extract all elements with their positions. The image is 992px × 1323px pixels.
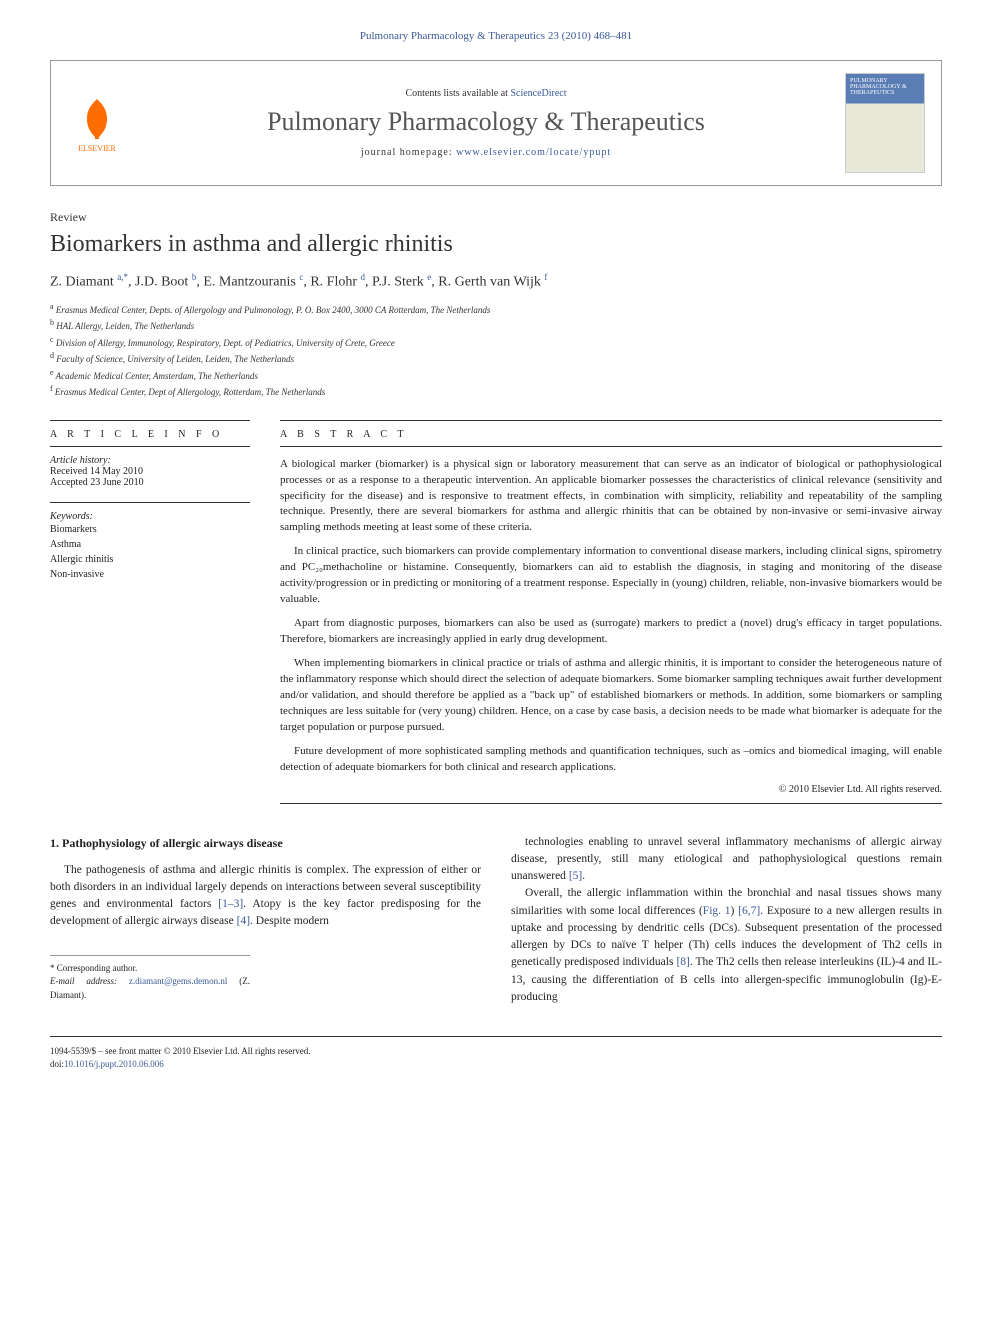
elsevier-logo: ELSEVIER (67, 88, 127, 158)
citation-link[interactable]: [6,7] (738, 905, 760, 917)
journal-name: Pulmonary Pharmacology & Therapeutics (143, 107, 829, 137)
affiliation-line: c Division of Allergy, Immunology, Respi… (50, 334, 942, 351)
corresponding-author-block: * Corresponding author. E-mail address: … (50, 955, 250, 1003)
author-list: Z. Diamant a,*, J.D. Boot b, E. Mantzour… (50, 272, 942, 291)
citation-link[interactable]: [1–3] (218, 898, 243, 910)
body-paragraph: technologies enabling to unravel several… (511, 834, 942, 886)
abstract-paragraph: In clinical practice, such biomarkers ca… (280, 544, 942, 608)
body-paragraph: Overall, the allergic inflammation withi… (511, 885, 942, 1006)
article-info: A R T I C L E I N F O Article history: R… (50, 420, 250, 804)
keywords-label: Keywords: (50, 511, 250, 522)
section-1-heading: 1. Pathophysiology of allergic airways d… (50, 834, 481, 852)
journal-cover-thumbnail: PULMONARY PHARMACOLOGY & THERAPEUTICS (845, 73, 925, 173)
contents-prefix: Contents lists available at (405, 88, 510, 99)
article-history-block: Article history: Received 14 May 2010 Ac… (50, 455, 250, 488)
article-type: Review (50, 210, 942, 225)
abstract: A B S T R A C T A biological marker (bio… (280, 420, 942, 804)
citation-link[interactable]: [5] (569, 870, 582, 882)
body-columns: 1. Pathophysiology of allergic airways d… (50, 834, 942, 1007)
footer: 1094-5539/$ – see front matter © 2010 El… (50, 1036, 942, 1070)
abstract-paragraph: When implementing biomarkers in clinical… (280, 656, 942, 736)
sciencedirect-link[interactable]: ScienceDirect (510, 88, 566, 99)
issn-line: 1094-5539/$ – see front matter © 2010 El… (50, 1045, 942, 1058)
affiliation-line: e Academic Medical Center, Amsterdam, Th… (50, 367, 942, 384)
keyword-list: BiomarkersAsthmaAllergic rhinitisNon-inv… (50, 522, 250, 582)
abstract-body: A biological marker (biomarker) is a phy… (280, 457, 942, 776)
keyword: Asthma (50, 537, 250, 552)
body-column-right: technologies enabling to unravel several… (511, 834, 942, 1007)
article-info-heading: A R T I C L E I N F O (50, 421, 250, 447)
abstract-paragraph: Apart from diagnostic purposes, biomarke… (280, 616, 942, 648)
affiliation-line: f Erasmus Medical Center, Dept of Allerg… (50, 383, 942, 400)
corr-email-link[interactable]: z.diamant@gems.demon.nl (129, 976, 228, 986)
elsevier-tree-icon (72, 94, 122, 144)
keyword: Allergic rhinitis (50, 552, 250, 567)
homepage-prefix: journal homepage: (361, 147, 456, 158)
citation-link[interactable]: [8] (676, 956, 689, 968)
doi-label: doi: (50, 1059, 64, 1069)
homepage-link[interactable]: www.elsevier.com/locate/ypupt (456, 147, 611, 158)
abstract-paragraph: Future development of more sophisticated… (280, 744, 942, 776)
email-label: E-mail address: (50, 976, 129, 986)
affiliations: a Erasmus Medical Center, Depts. of Alle… (50, 301, 942, 400)
elsevier-label: ELSEVIER (78, 144, 116, 153)
abstract-paragraph: A biological marker (biomarker) is a phy… (280, 457, 942, 537)
received-date: Received 14 May 2010 (50, 466, 250, 477)
body-paragraph: The pathogenesis of asthma and allergic … (50, 862, 481, 931)
history-label: Article history: (50, 455, 250, 466)
header-center: Contents lists available at ScienceDirec… (143, 88, 829, 158)
abstract-copyright: © 2010 Elsevier Ltd. All rights reserved… (280, 784, 942, 795)
doi-line: doi:10.1016/j.pupt.2010.06.006 (50, 1058, 942, 1071)
citation-link[interactable]: [4] (237, 915, 250, 927)
cover-thumb-text: PULMONARY PHARMACOLOGY & THERAPEUTICS (850, 78, 907, 96)
abstract-heading: A B S T R A C T (280, 421, 942, 447)
corr-label: * Corresponding author. (50, 962, 250, 976)
affiliation-line: a Erasmus Medical Center, Depts. of Alle… (50, 301, 942, 318)
body-column-left: 1. Pathophysiology of allergic airways d… (50, 834, 481, 1007)
citation-link[interactable]: Fig. 1 (703, 905, 731, 917)
keyword: Non-invasive (50, 567, 250, 582)
keywords-block: Keywords: BiomarkersAsthmaAllergic rhini… (50, 511, 250, 582)
affiliation-line: d Faculty of Science, University of Leid… (50, 350, 942, 367)
info-abstract-row: A R T I C L E I N F O Article history: R… (50, 420, 942, 804)
affiliation-line: b HAL Allergy, Leiden, The Netherlands (50, 317, 942, 334)
accepted-date: Accepted 23 June 2010 (50, 477, 250, 488)
journal-reference: Pulmonary Pharmacology & Therapeutics 23… (50, 30, 942, 42)
keyword: Biomarkers (50, 522, 250, 537)
doi-link[interactable]: 10.1016/j.pupt.2010.06.006 (64, 1059, 164, 1069)
article-title: Biomarkers in asthma and allergic rhinit… (50, 231, 942, 258)
contents-line: Contents lists available at ScienceDirec… (143, 88, 829, 99)
homepage-line: journal homepage: www.elsevier.com/locat… (143, 147, 829, 158)
corr-email-line: E-mail address: z.diamant@gems.demon.nl … (50, 975, 250, 1002)
journal-header: ELSEVIER Contents lists available at Sci… (50, 60, 942, 186)
